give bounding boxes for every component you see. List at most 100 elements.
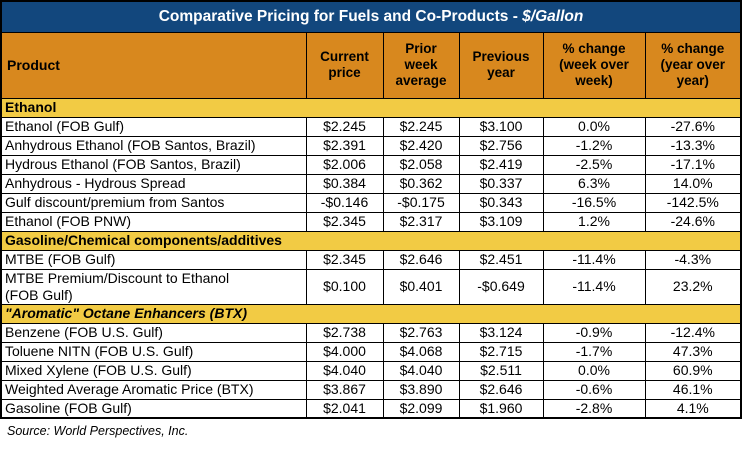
product-cell: MTBE Premium/Discount to Ethanol (FOB Gu… [0, 268, 307, 305]
value-cell: $2.420 [382, 135, 460, 156]
value-cell: $2.511 [458, 360, 544, 381]
product-cell: Benzene (FOB U.S. Gulf) [0, 322, 307, 343]
value-cell: $3.867 [305, 379, 384, 400]
value-cell: -12.4% [644, 322, 742, 343]
value-cell: -1.7% [542, 341, 646, 362]
value-cell: -11.4% [542, 268, 646, 305]
value-cell: $2.715 [458, 341, 544, 362]
column-header-prior-week-average: Prior week average [382, 31, 460, 99]
value-cell: $4.040 [382, 360, 460, 381]
product-cell: Anhydrous Ethanol (FOB Santos, Brazil) [0, 135, 307, 156]
value-cell: $2.646 [458, 379, 544, 400]
product-cell: Mixed Xylene (FOB U.S. Gulf) [0, 360, 307, 381]
table-title: Comparative Pricing for Fuels and Co-Pro… [0, 0, 742, 33]
section-header-row: Ethanol [0, 97, 742, 118]
value-cell: $2.763 [382, 322, 460, 343]
value-cell: $2.345 [305, 249, 384, 270]
section-header-row: "Aromatic" Octane Enhancers (BTX) [0, 303, 742, 324]
column-header-current-price: Current price [305, 31, 384, 99]
value-cell: -$0.649 [458, 268, 544, 305]
value-cell: $2.419 [458, 154, 544, 175]
value-cell: $2.345 [305, 211, 384, 232]
value-cell: $0.337 [458, 173, 544, 194]
value-cell: $2.738 [305, 322, 384, 343]
value-cell: -$0.175 [382, 192, 460, 213]
value-cell: 14.0% [644, 173, 742, 194]
column-header-previous-year: Previous year [458, 31, 544, 99]
value-cell: $4.068 [382, 341, 460, 362]
value-cell: $3.124 [458, 322, 544, 343]
column-header-change-year-over-year: % change (year over year) [644, 31, 742, 99]
table-row: Ethanol (FOB PNW) $2.345 $2.317 $3.109 1.2% -… [0, 211, 742, 232]
table-row: Gulf discount/premium from Santos -$0.146… [0, 192, 742, 213]
value-cell: 0.0% [542, 360, 646, 381]
value-cell: -$0.146 [305, 192, 384, 213]
value-cell: $2.317 [382, 211, 460, 232]
value-cell: $3.109 [458, 211, 544, 232]
section-label-aromatic-octane-enhancers-btx: "Aromatic" Octane Enhancers (BTX) [0, 303, 742, 324]
value-cell: $2.041 [305, 398, 384, 419]
value-cell: $4.000 [305, 341, 384, 362]
value-cell: $2.391 [305, 135, 384, 156]
value-cell: 6.3% [542, 173, 646, 194]
product-cell: Weighted Average Aromatic Price (BTX) [0, 379, 307, 400]
value-cell: 60.9% [644, 360, 742, 381]
section-label-gasoline-chemical-components-additives: Gasoline/Chemical components/additives [0, 230, 742, 251]
table-row: Anhydrous Ethanol (FOB Santos, Brazil) $2… [0, 135, 742, 156]
value-cell: $4.040 [305, 360, 384, 381]
value-cell: -0.9% [542, 322, 646, 343]
value-cell: -13.3% [644, 135, 742, 156]
product-cell: MTBE (FOB Gulf) [0, 249, 307, 270]
value-cell: -17.1% [644, 154, 742, 175]
value-cell: 1.2% [542, 211, 646, 232]
value-cell: $3.890 [382, 379, 460, 400]
table-row: MTBE (FOB Gulf) $2.345 $2.646 $2.451 -11.4% -… [0, 249, 742, 270]
table-row: Ethanol (FOB Gulf) $2.245 $2.245 $3.100 0.0%… [0, 116, 742, 137]
title-unit-text: $/Gallon [522, 7, 584, 25]
value-cell: -24.6% [644, 211, 742, 232]
value-cell: $2.756 [458, 135, 544, 156]
value-cell: $0.362 [382, 173, 460, 194]
table-row: Hydrous Ethanol (FOB Santos, Brazil) $2.0… [0, 154, 742, 175]
value-cell: 46.1% [644, 379, 742, 400]
table-row: Benzene (FOB U.S. Gulf) $2.738 $2.763 $3.12… [0, 322, 742, 343]
product-cell: Gulf discount/premium from Santos [0, 192, 307, 213]
value-cell: -16.5% [542, 192, 646, 213]
value-cell: 47.3% [644, 341, 742, 362]
value-cell: -27.6% [644, 116, 742, 137]
value-cell: -2.8% [542, 398, 646, 419]
product-cell: Toluene NITN (FOB U.S. Gulf) [0, 341, 307, 362]
product-cell: Anhydrous - Hydrous Spread [0, 173, 307, 194]
product-cell: Ethanol (FOB Gulf) [0, 116, 307, 137]
product-cell: Gasoline (FOB Gulf) [0, 398, 307, 419]
title-row: Comparative Pricing for Fuels and Co-Pro… [0, 0, 742, 33]
value-cell: -2.5% [542, 154, 646, 175]
column-header-row: Product Current price Prior week average Pr… [0, 31, 742, 99]
product-cell: Ethanol (FOB PNW) [0, 211, 307, 232]
column-header-product: Product [0, 31, 307, 99]
pricing-table: Comparative Pricing for Fuels and Co-Pro… [0, 0, 743, 419]
value-cell: $0.401 [382, 268, 460, 305]
product-cell: Hydrous Ethanol (FOB Santos, Brazil) [0, 154, 307, 175]
value-cell: $0.384 [305, 173, 384, 194]
value-cell: $1.960 [458, 398, 544, 419]
source-note: Source: World Perspectives, Inc. [7, 424, 189, 438]
value-cell: $0.100 [305, 268, 384, 305]
value-cell: $2.646 [382, 249, 460, 270]
value-cell: -1.2% [542, 135, 646, 156]
value-cell: 4.1% [644, 398, 742, 419]
value-cell: $2.006 [305, 154, 384, 175]
value-cell: $2.099 [382, 398, 460, 419]
value-cell: $2.245 [382, 116, 460, 137]
value-cell: $3.100 [458, 116, 544, 137]
value-cell: $0.343 [458, 192, 544, 213]
value-cell: $2.451 [458, 249, 544, 270]
table-row: Mixed Xylene (FOB U.S. Gulf) $4.040 $4.040… [0, 360, 742, 381]
value-cell: -11.4% [542, 249, 646, 270]
table-row: Toluene NITN (FOB U.S. Gulf) $4.000 $4.068… [0, 341, 742, 362]
value-cell: 0.0% [542, 116, 646, 137]
value-cell: -142.5% [644, 192, 742, 213]
value-cell: -0.6% [542, 379, 646, 400]
table-row: MTBE Premium/Discount to Ethanol (FOB Gu… [0, 268, 742, 305]
